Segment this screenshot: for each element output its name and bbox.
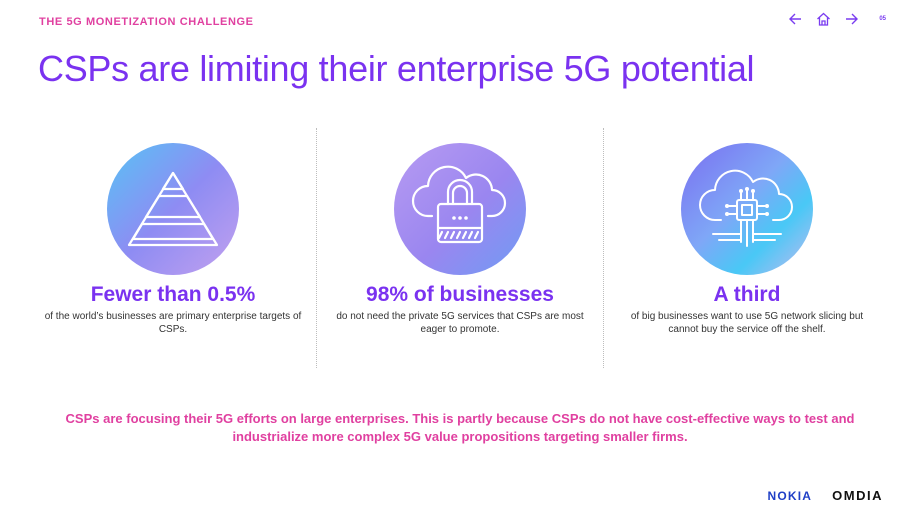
stat-description: of big businesses want to use 5G network… bbox=[630, 311, 864, 335]
stat-headline: A third bbox=[713, 283, 781, 306]
omdia-logo: OMDIA bbox=[832, 488, 883, 503]
home-button[interactable] bbox=[816, 12, 831, 26]
page-navigation: 05 bbox=[788, 12, 886, 26]
arrow-right-icon bbox=[846, 13, 859, 25]
stat-column-primary-targets: Fewer than 0.5% of the world’s businesse… bbox=[43, 143, 303, 336]
summary-statement: CSPs are focusing their 5G efforts on la… bbox=[65, 411, 855, 444]
section-eyebrow: THE 5G MONETIZATION CHALLENGE bbox=[39, 16, 254, 28]
stat-icon-circle bbox=[394, 143, 526, 275]
stat-icon-circle bbox=[681, 143, 813, 275]
previous-page-button[interactable] bbox=[788, 12, 802, 26]
stat-headline: 98% of businesses bbox=[366, 283, 554, 306]
stat-description: of the world’s businesses are primary en… bbox=[44, 311, 302, 335]
stat-description: do not need the private 5G services that… bbox=[336, 311, 584, 335]
nokia-logo: NOKIA bbox=[767, 488, 813, 503]
stat-column-private-5g: 98% of businesses do not need the privat… bbox=[330, 143, 590, 336]
home-icon bbox=[817, 12, 831, 26]
arrow-left-icon bbox=[789, 13, 802, 25]
cloud-lock-icon bbox=[411, 165, 507, 244]
column-divider bbox=[316, 128, 317, 368]
footer-logos: NOKIA OMDIA bbox=[767, 488, 883, 503]
stat-headline: Fewer than 0.5% bbox=[90, 283, 256, 306]
column-divider bbox=[603, 128, 604, 368]
pyramid-icon bbox=[127, 171, 219, 247]
page-number: 05 bbox=[879, 16, 886, 22]
page-title: CSPs are limiting their enterprise 5G po… bbox=[38, 48, 755, 89]
next-page-button[interactable] bbox=[845, 12, 859, 26]
stat-column-network-slicing: A third of big businesses want to use 5G… bbox=[617, 143, 877, 336]
stat-icon-circle bbox=[107, 143, 239, 275]
cloud-chip-icon bbox=[699, 169, 793, 247]
